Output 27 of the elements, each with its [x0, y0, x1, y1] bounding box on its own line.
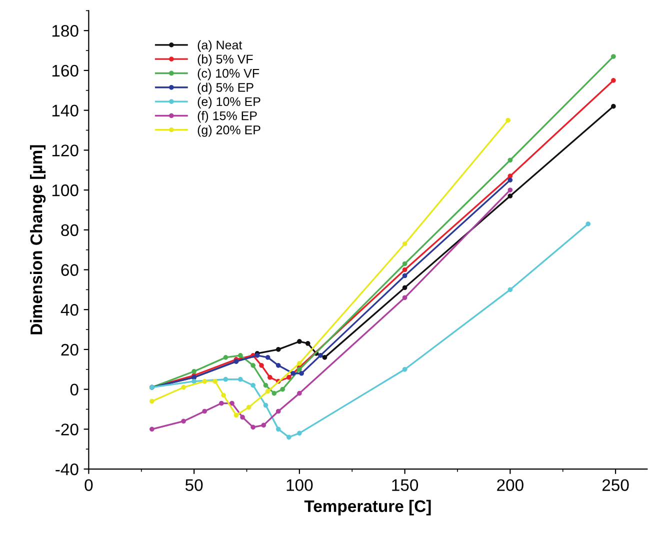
- legend-label: (d) 5% EP: [198, 82, 254, 94]
- y-tick-label: -20: [56, 424, 78, 436]
- y-tick-label: 0: [70, 384, 78, 396]
- y-tick-label: 40: [60, 304, 78, 316]
- legend-label: (e) 10% EP: [198, 96, 260, 108]
- x-tick-label: 100: [286, 479, 313, 492]
- x-axis-title: Temperature [C]: [304, 500, 431, 516]
- y-tick-label: 80: [61, 224, 78, 236]
- legend-label: (a) Neat: [198, 40, 242, 52]
- y-tick-label: 20: [61, 344, 78, 356]
- y-tick-label: 100: [52, 184, 78, 196]
- x-tick-label: 200: [497, 479, 524, 492]
- y-tick-label: 180: [52, 24, 78, 37]
- x-tick-label: 150: [392, 479, 418, 492]
- y-tick-label: 120: [52, 144, 78, 156]
- y-tick-label: -40: [56, 463, 78, 476]
- y-tick-label: 140: [52, 104, 78, 117]
- x-tick-label: 50: [185, 479, 203, 492]
- x-tick-label: 250: [602, 479, 629, 492]
- y-axis-title: Dimension Change [µm]: [30, 145, 46, 334]
- legend-label: (g) 20% EP: [198, 125, 260, 137]
- legend-label: (f) 15% EP: [198, 111, 257, 123]
- y-tick-label: 160: [52, 64, 78, 77]
- legend-label: (c) 10% VF: [198, 68, 260, 80]
- legend-label: (b) 5% VF: [198, 54, 253, 66]
- x-tick-label: 0: [84, 479, 93, 492]
- y-tick-label: 60: [61, 264, 78, 276]
